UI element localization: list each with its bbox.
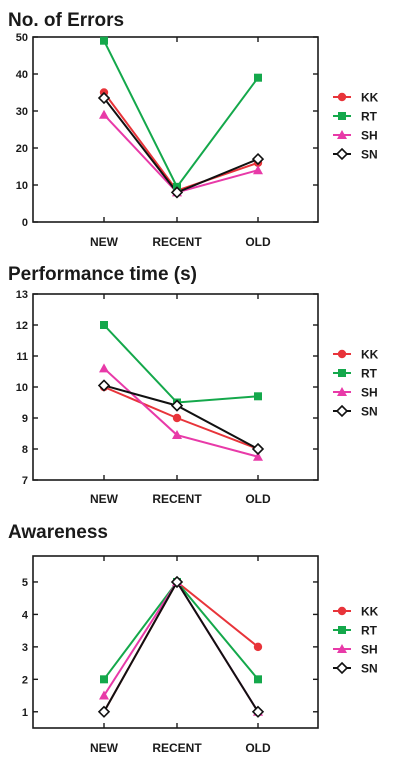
legend-marker-kk (337, 92, 347, 102)
legend-marker-rt (338, 112, 346, 120)
plot-frame (32, 36, 319, 223)
x-tick-label: NEW (90, 741, 119, 755)
chart-panel-3: Awareness 1 2 3 4 5 NEW RECENT OLD KK RT SH SN (8, 522, 379, 755)
legend-marker-kk (337, 349, 347, 359)
y-tick-label: 2 (22, 674, 28, 686)
legend: KK RT SH SN (333, 348, 379, 419)
legend-marker-sn (335, 147, 349, 161)
legend-label-sh: SH (361, 386, 378, 400)
series-line-rt (103, 40, 259, 189)
y-tick-label: 10 (16, 180, 28, 192)
data-point-sn (251, 442, 265, 456)
y-tick-label: 12 (16, 320, 28, 332)
x-tick-label: NEW (90, 235, 119, 249)
data-point-sh (99, 690, 109, 700)
data-point-kk (253, 642, 263, 652)
y-tick-label: 50 (16, 32, 28, 44)
data-point-sh (99, 109, 109, 119)
chart-panel-2: Performance time (s) 7 8 9 10 11 12 13 NEW RECENT… (8, 264, 379, 506)
legend-marker-sh (337, 130, 347, 139)
y-tick-label: 13 (16, 289, 28, 301)
y-tick-label: 10 (16, 382, 28, 394)
y-tick-label: 30 (16, 106, 28, 118)
chart-title: Awareness (8, 522, 108, 543)
legend-label-kk: KK (361, 91, 379, 105)
x-tick-label: OLD (245, 492, 271, 506)
y-tick-label: 1 (22, 707, 28, 719)
data-point-sh (99, 363, 109, 373)
data-point-sh (253, 165, 263, 175)
y-tick-label: 9 (22, 413, 28, 425)
data-point-rt (100, 36, 108, 45)
y-tick-label: 5 (22, 577, 28, 589)
legend-label-sh: SH (361, 129, 378, 143)
legend-label-kk: KK (361, 605, 379, 619)
data-point-rt (254, 675, 262, 684)
chart-title: No. of Errors (8, 10, 124, 31)
legend-marker-rt (338, 369, 346, 377)
x-tick-label: RECENT (152, 235, 202, 249)
x-tick-label: RECENT (152, 492, 202, 506)
x-tick-label: RECENT (152, 741, 202, 755)
legend-label-sn: SN (361, 662, 378, 676)
legend-label-kk: KK (361, 348, 379, 362)
legend-label-sn: SN (361, 148, 378, 162)
data-point-sn (170, 399, 184, 412)
chart-panel-1: No. of Errors 0 10 20 30 40 50 NEW RECENT OLD KK RT… (8, 10, 379, 249)
data-point-sn (97, 705, 111, 718)
plot-frame (32, 293, 319, 481)
legend-label-rt: RT (361, 367, 378, 381)
data-point-sn (170, 186, 184, 199)
x-tick-label: NEW (90, 492, 119, 506)
series-line-sn (103, 97, 259, 194)
legend-label-rt: RT (361, 624, 378, 638)
legend-label-sn: SN (361, 405, 378, 419)
y-tick-label: 8 (22, 444, 28, 456)
data-point-sn (97, 379, 111, 392)
legend: KK RT SH SN (333, 605, 379, 676)
data-point-rt (254, 73, 262, 82)
y-tick-label: 20 (16, 143, 28, 155)
data-point-sn (97, 91, 111, 105)
series-line-rt (103, 580, 259, 680)
legend-marker-sn (335, 661, 349, 675)
x-tick-label: OLD (245, 741, 271, 755)
y-tick-label: 7 (22, 475, 28, 487)
legend: KK RT SH SN (333, 91, 379, 162)
y-tick-label: 4 (22, 609, 29, 621)
y-tick-label: 3 (22, 642, 28, 654)
y-tick-label: 40 (16, 69, 28, 81)
data-point-sn (251, 705, 265, 718)
series-line-sh (103, 367, 259, 458)
legend-label-sh: SH (361, 643, 378, 657)
legend-marker-kk (337, 606, 347, 616)
y-tick-label: 0 (22, 217, 28, 229)
data-point-rt (254, 392, 262, 401)
data-point-sn (251, 152, 265, 166)
data-point-sn (170, 575, 184, 589)
data-point-rt (100, 675, 108, 684)
legend-label-rt: RT (361, 110, 378, 124)
data-point-rt (100, 321, 108, 329)
legend-marker-rt (338, 626, 346, 634)
chart-title: Performance time (s) (8, 264, 197, 285)
y-tick-label: 11 (16, 351, 28, 363)
plot-frame (32, 555, 319, 729)
legend-marker-sn (335, 404, 349, 418)
data-point-kk (172, 413, 182, 423)
legend-marker-sh (337, 387, 347, 396)
x-tick-label: OLD (245, 235, 271, 249)
data-point-sh (172, 430, 182, 440)
legend-marker-sh (337, 644, 347, 653)
data-point-sh (253, 451, 263, 461)
